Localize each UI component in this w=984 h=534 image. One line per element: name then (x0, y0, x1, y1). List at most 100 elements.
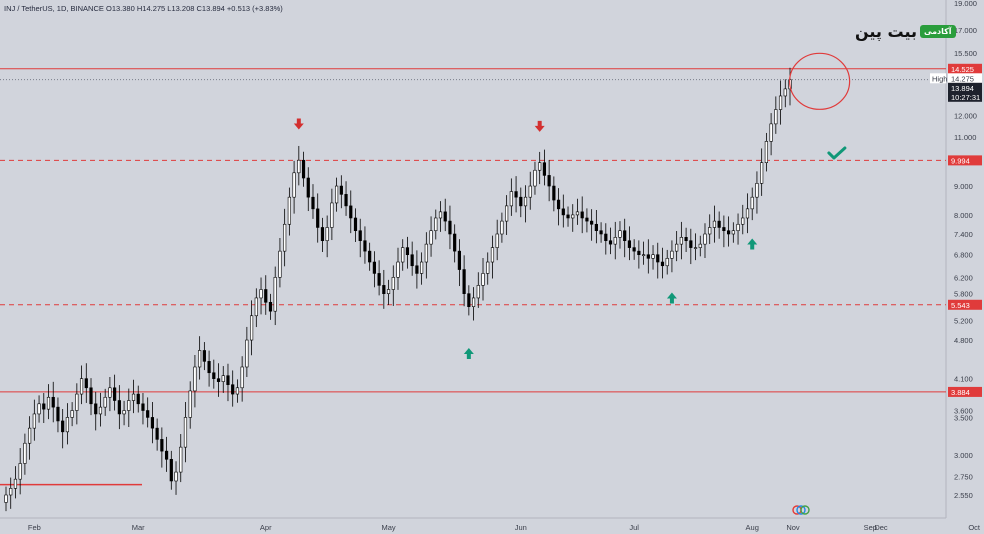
candle-body (448, 220, 452, 235)
candle-body (368, 250, 372, 263)
candle-body (155, 427, 159, 440)
candle-body (372, 261, 376, 274)
candle-body (693, 247, 698, 249)
candle-body (28, 427, 32, 444)
price-tag-value: 13.894 (951, 84, 974, 93)
candle-body (552, 185, 556, 201)
candle-body (528, 185, 532, 198)
candle-body (547, 175, 551, 187)
candle-body (415, 265, 419, 274)
candle-body (618, 230, 622, 238)
x-tick-label: Mar (132, 523, 145, 532)
candle-body (89, 387, 93, 405)
x-tick-label: Apr (260, 523, 272, 532)
ohlc-values: O13.380 H14.275 L13.208 C13.894 +0.513 (… (106, 4, 283, 13)
candle-body (4, 494, 8, 503)
symbol-name: INJ / TetherUS, 1D, BINANCE (4, 4, 104, 13)
candle-body (727, 230, 731, 235)
y-tick-label: 9.000 (954, 182, 973, 191)
candle-body (708, 227, 712, 235)
candle-body (301, 159, 306, 179)
candle-body (240, 366, 244, 389)
x-tick-label: Jul (629, 523, 639, 532)
price-tag-bg (948, 63, 982, 74)
candle-body (117, 400, 121, 415)
candle-body (486, 261, 490, 274)
candle-body (46, 396, 51, 410)
candle-body (509, 191, 513, 207)
price-tag-label: High (932, 74, 947, 83)
candle-body (268, 301, 273, 312)
candle-body (94, 403, 98, 415)
x-tick-label: Sep (864, 523, 877, 532)
candle-body (481, 273, 485, 286)
candle-body (457, 250, 461, 270)
price-tag-value: 9.994 (951, 156, 970, 165)
candle-body (665, 258, 669, 267)
candle-body (675, 243, 679, 252)
candle-body (613, 237, 617, 245)
candle-body (339, 185, 343, 195)
candle-body (495, 233, 499, 248)
candle-body (490, 247, 495, 263)
candle-body (679, 237, 683, 245)
brand-badge: آکادمی (919, 25, 956, 38)
candle-body (580, 211, 584, 219)
candle-body (226, 375, 230, 386)
candle-body (13, 478, 18, 489)
candle-body (330, 202, 334, 228)
candle-body (70, 410, 74, 418)
candle-body (717, 220, 721, 228)
candle-body (641, 254, 646, 257)
candle-body (179, 446, 183, 473)
candle-body (51, 396, 55, 408)
candle-body (231, 384, 235, 395)
badge-ring (800, 505, 810, 515)
candle-body (505, 205, 509, 222)
candle-body (660, 261, 665, 267)
candle-body (9, 488, 13, 496)
candle-body (391, 277, 395, 290)
candle-body (698, 243, 702, 248)
candle-body (396, 261, 400, 278)
y-tick-label: 4.100 (954, 375, 973, 384)
candle-body (344, 194, 348, 207)
y-tick-label: 8.000 (954, 211, 973, 220)
x-tick-label: Oct (968, 523, 981, 532)
candle-body (764, 141, 768, 163)
candle-body (778, 95, 783, 110)
candle-body (146, 410, 150, 418)
candle-body (443, 211, 447, 222)
candle-body (264, 289, 268, 303)
y-tick-label: 2.750 (954, 472, 973, 481)
candle-body (722, 227, 726, 232)
candle-body (353, 217, 358, 232)
y-tick-label: 6.200 (954, 273, 973, 282)
candle-body (320, 227, 325, 242)
brand-watermark: بیت پین آکادمی (855, 22, 956, 41)
candle-body (349, 205, 353, 219)
candle-body (599, 230, 603, 235)
y-tick-label: 3.000 (954, 451, 973, 460)
highlight-circle (789, 52, 851, 110)
candle-body (212, 372, 216, 379)
candle-body (164, 450, 169, 460)
candle-body (741, 217, 745, 225)
candle-body (575, 211, 580, 216)
candle-body (42, 403, 46, 410)
candle-body (651, 254, 655, 259)
candle-body (183, 417, 188, 448)
candle-body (56, 406, 60, 422)
candle-body (136, 393, 140, 405)
candle-body (259, 289, 263, 299)
y-tick-label: 3.600 (954, 407, 973, 416)
price-tag-value: 3.884 (951, 388, 970, 397)
candle-body (774, 109, 778, 125)
candle-body (467, 293, 471, 307)
candle-body (174, 471, 178, 482)
candle-body (254, 297, 258, 317)
candle-body (523, 196, 528, 207)
price-tag-value: 10:27:31 (951, 93, 980, 102)
